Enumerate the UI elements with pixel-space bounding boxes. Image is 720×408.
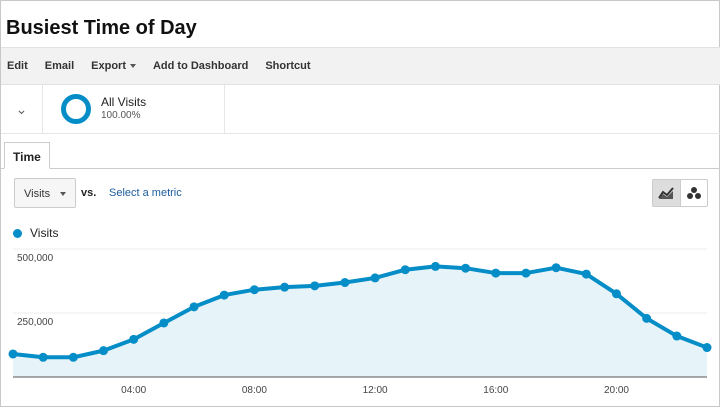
toolbar: Edit Email Export Add to Dashboard Short… [1, 47, 720, 85]
data-point [491, 268, 501, 278]
vs-label: vs. [81, 187, 97, 199]
legend: Visits [13, 226, 58, 240]
edit-button[interactable]: Edit [7, 60, 28, 72]
data-point [8, 349, 18, 359]
caret-down-icon [129, 64, 136, 69]
tab-time[interactable]: Time [4, 142, 50, 169]
data-point [280, 282, 290, 292]
visits-area-chart: 500,000 250,000 04:00 08:00 12:00 16:00 20:00 [8, 248, 712, 396]
motion-chart-button[interactable] [681, 180, 708, 206]
data-point [461, 263, 471, 273]
series-line [12, 264, 708, 360]
data-point [672, 331, 682, 341]
legend-label[interactable]: Visits [30, 226, 59, 240]
data-point [99, 346, 109, 356]
bubble-chart-icon [686, 187, 701, 199]
shortcut-button[interactable]: Shortcut [265, 60, 311, 72]
line-chart-icon [658, 187, 675, 199]
segment-bar: ⌄ All Visits 100.00% [1, 85, 720, 134]
y-tick-label: 250,000 [17, 317, 54, 328]
data-point [38, 352, 48, 362]
export-button[interactable]: Export [91, 60, 136, 72]
data-point [340, 278, 350, 288]
x-tick-label: 04:00 [121, 385, 146, 396]
data-point [249, 285, 259, 295]
chevron-down-icon[interactable]: ⌄ [1, 85, 43, 133]
segment-all-visits[interactable]: All Visits 100.00% [43, 85, 225, 133]
y-tick-label: 500,000 [17, 253, 54, 264]
data-point [521, 268, 531, 278]
export-label: Export [91, 60, 126, 72]
caret-down-icon [60, 192, 66, 196]
data-point [219, 290, 229, 300]
email-button[interactable]: Email [44, 60, 75, 72]
legend-dot-icon [13, 228, 22, 238]
x-tick-label: 16:00 [483, 385, 508, 396]
metric-select[interactable]: Visits [14, 178, 76, 208]
x-tick-label: 08:00 [242, 385, 267, 396]
segment-ring-icon [61, 94, 91, 124]
data-point [551, 263, 561, 273]
segment-name: All Visits [101, 95, 147, 109]
x-tick-label: 20:00 [604, 385, 629, 396]
data-point [642, 313, 652, 323]
data-point [400, 265, 410, 275]
data-point [310, 281, 320, 291]
tab-bar [1, 168, 720, 169]
data-point [129, 334, 139, 344]
chart-type-buttons [652, 179, 708, 207]
page-title: Busiest Time of Day [6, 17, 197, 39]
data-point [189, 302, 199, 312]
metric-select-value: Visits [24, 188, 51, 200]
data-point [159, 318, 169, 328]
add-to-dashboard-button[interactable]: Add to Dashboard [152, 60, 249, 72]
data-point [68, 352, 78, 362]
x-tick-label: 12:00 [363, 385, 388, 396]
data-point [581, 269, 591, 279]
select-metric-link[interactable]: Select a metric [109, 187, 182, 199]
segment-percent: 100.00% [101, 110, 141, 121]
line-chart-button[interactable] [653, 180, 681, 206]
data-point [702, 343, 712, 353]
data-point [370, 273, 380, 283]
data-point [611, 289, 621, 299]
area-fill [13, 266, 707, 377]
data-point [430, 261, 440, 271]
